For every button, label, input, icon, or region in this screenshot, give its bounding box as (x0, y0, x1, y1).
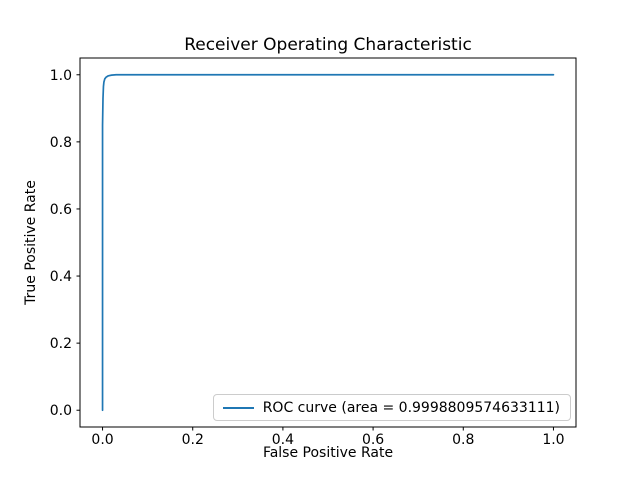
y-tick-label: 0.0 (50, 403, 72, 419)
legend: ROC curve (area = 0.9998809574633111) (212, 394, 571, 421)
x-tick-label: 0.6 (362, 432, 384, 448)
legend-label: ROC curve (area = 0.9998809574633111) (262, 399, 560, 416)
legend-line-sample (222, 406, 254, 409)
chart-title: Receiver Operating Characteristic (184, 35, 472, 55)
axes-frame (79, 57, 577, 428)
y-tick-label: 0.2 (50, 336, 72, 352)
x-axis-label: False Positive Rate (262, 445, 394, 461)
x-tick-label: 1.0 (542, 432, 564, 448)
y-axis-label: True Positive Rate (23, 180, 39, 305)
x-tick-label: 0.2 (182, 432, 204, 448)
y-tick-label: 1.0 (50, 68, 72, 84)
y-tick-label: 0.6 (50, 202, 72, 218)
y-tick-label: 0.8 (50, 135, 72, 151)
y-tick-label: 0.4 (50, 269, 72, 285)
x-tick-label: 0.0 (91, 432, 113, 448)
x-tick-label: 0.4 (272, 432, 294, 448)
roc-curve-line (101, 73, 555, 412)
x-tick-label: 0.8 (452, 432, 474, 448)
